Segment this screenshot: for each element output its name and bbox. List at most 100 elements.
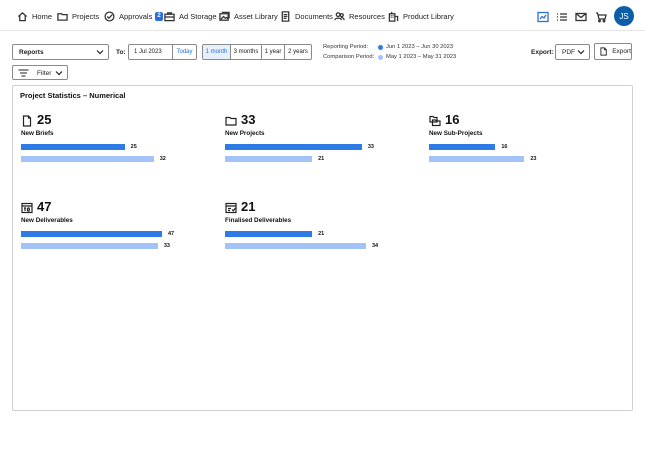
range-2-years[interactable]: 2 years xyxy=(288,49,308,55)
export-format-select[interactable]: PDF xyxy=(555,44,590,60)
dashboard-icon[interactable] xyxy=(537,10,549,23)
stat-value: 16 xyxy=(445,112,460,127)
range-selector: 1 month 3 months 1 year 2 years xyxy=(202,44,312,60)
home-icon xyxy=(17,11,28,21)
folder-icon xyxy=(57,12,68,21)
previous-bar xyxy=(429,156,525,162)
report-select[interactable]: Reports xyxy=(12,44,109,60)
current-bar xyxy=(21,144,125,150)
chevron-down-icon xyxy=(55,71,63,76)
nav-home-label: Home xyxy=(32,11,53,21)
previous-bar-value: 23 xyxy=(530,155,537,162)
current-bar xyxy=(21,231,162,237)
current-bar-value: 47 xyxy=(168,230,175,237)
current-bar xyxy=(429,144,496,150)
previous-bar xyxy=(225,243,366,249)
nav-projects-label: Projects xyxy=(72,11,100,21)
nav-ad-storage-label: Ad Storage xyxy=(179,11,217,21)
approvals-count-badge: 2 xyxy=(155,11,163,21)
mail-icon[interactable] xyxy=(575,10,587,22)
image-library-icon xyxy=(219,11,230,21)
stat-value: 21 xyxy=(241,199,256,214)
stat-value: 33 xyxy=(241,112,256,127)
export-format-value: PDF xyxy=(562,48,575,56)
comparison-legend-dot xyxy=(378,55,383,60)
previous-bar xyxy=(225,156,313,162)
panel-title: Project Statistics – Numerical xyxy=(20,91,126,100)
nav-approvals-label: Approvals xyxy=(119,11,153,21)
nav-projects[interactable]: Projects xyxy=(57,10,99,22)
top-navigation: Home Projects Approvals 2 Ad Storage Ass… xyxy=(0,0,645,31)
comparison-period-value: May 1 2023 – May 31 2023 xyxy=(386,54,457,60)
nav-documents[interactable]: Documents xyxy=(280,10,333,22)
list-icon[interactable] xyxy=(556,10,568,22)
document-icon xyxy=(281,10,290,22)
current-bar-value: 25 xyxy=(130,143,137,150)
to-label: To: xyxy=(116,49,126,56)
previous-bar-value: 34 xyxy=(372,242,379,249)
stat-label: New Projects xyxy=(225,130,265,137)
previous-bar-value: 33 xyxy=(163,242,170,249)
nav-resources-label: Resources xyxy=(349,11,385,21)
nav-home[interactable]: Home xyxy=(17,10,52,22)
folder-icon xyxy=(225,114,237,126)
current-bar xyxy=(225,144,362,150)
sub-projects-icon xyxy=(429,114,441,127)
check-circle-icon xyxy=(104,10,115,22)
filter-button[interactable]: Filter xyxy=(12,65,68,80)
building-icon xyxy=(388,11,399,22)
nav-product-library-label: Product Library xyxy=(403,11,454,21)
comparison-period-label: Comparison Period: xyxy=(323,54,375,60)
nav-ad-storage[interactable]: Ad Storage xyxy=(164,10,217,22)
current-bar-value: 21 xyxy=(318,230,325,237)
today-button[interactable]: Today xyxy=(172,45,196,59)
stat-label: New Briefs xyxy=(21,130,54,137)
export-button[interactable]: Export xyxy=(594,43,632,60)
nav-asset-library[interactable]: Asset Library xyxy=(219,10,278,22)
cart-icon[interactable] xyxy=(595,10,607,23)
current-bar-value: 16 xyxy=(501,143,508,150)
range-3-months[interactable]: 3 months xyxy=(231,45,262,59)
chevron-down-icon xyxy=(96,50,104,55)
filter-icon xyxy=(18,69,29,77)
nav-asset-library-label: Asset Library xyxy=(234,11,278,21)
project-statistics-panel: Project Statistics – Numerical 25 New Br… xyxy=(12,85,633,411)
reporting-period-label: Reporting Period: xyxy=(323,44,369,50)
current-bar xyxy=(225,231,313,237)
nav-product-library[interactable]: Product Library xyxy=(388,10,454,22)
previous-bar xyxy=(21,243,158,249)
previous-bar-value: 32 xyxy=(159,155,166,162)
stat-new-briefs: 25 New Briefs 25 32 xyxy=(21,112,221,184)
stat-label: New Sub-Projects xyxy=(429,130,483,137)
export-button-label: Export xyxy=(612,48,631,55)
filter-label: Filter xyxy=(37,70,52,77)
people-icon xyxy=(334,11,345,20)
stat-new-deliverables: 47 New Deliverables 47 33 xyxy=(21,199,221,271)
briefcase-icon xyxy=(164,11,175,21)
stat-finalised-deliverables: 21 Finalised Deliverables 21 34 xyxy=(225,199,425,271)
current-bar-value: 33 xyxy=(367,143,374,150)
stat-new-projects: 33 New Projects 33 21 xyxy=(225,112,425,184)
previous-bar-value: 21 xyxy=(318,155,325,162)
stat-value: 47 xyxy=(37,199,52,214)
range-1-year[interactable]: 1 year xyxy=(262,45,285,59)
document-icon xyxy=(21,114,33,127)
nav-resources[interactable]: Resources xyxy=(334,10,385,22)
chevron-down-icon xyxy=(577,50,585,55)
reporting-period-value: Jun 1 2023 – Jun 30 2023 xyxy=(386,44,454,50)
stat-value: 25 xyxy=(37,112,52,127)
nav-documents-label: Documents xyxy=(295,11,333,21)
export-label: Export: xyxy=(531,49,554,56)
date-value: 1 Jul 2023 xyxy=(134,49,162,55)
previous-bar xyxy=(21,156,154,162)
stat-label: New Deliverables xyxy=(21,217,73,224)
finalised-deliverables-icon xyxy=(225,201,237,214)
nav-approvals[interactable]: Approvals 2 xyxy=(104,10,163,22)
file-export-icon xyxy=(600,47,607,56)
range-1-month[interactable]: 1 month xyxy=(203,45,231,59)
stat-label: Finalised Deliverables xyxy=(225,217,292,224)
report-select-value: Reports xyxy=(19,48,44,56)
date-input[interactable]: 1 Jul 2023 Today xyxy=(128,44,197,60)
avatar[interactable]: JS xyxy=(614,6,634,26)
reporting-legend-dot xyxy=(378,45,383,50)
